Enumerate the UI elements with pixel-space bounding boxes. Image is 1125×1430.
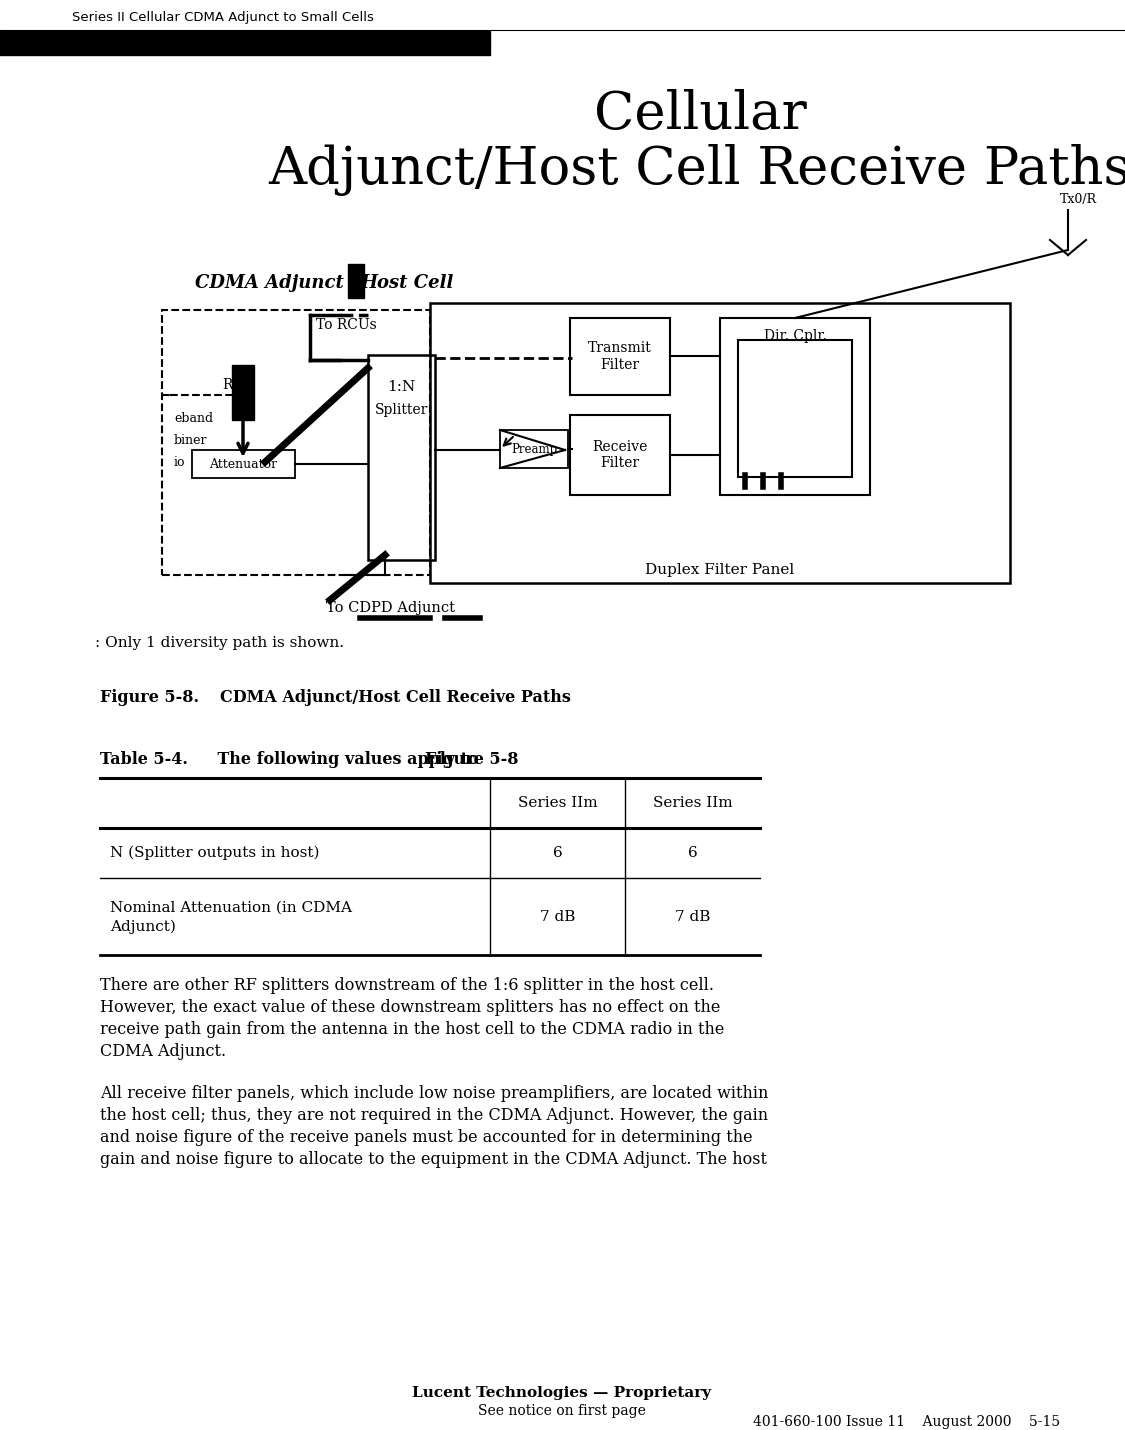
Bar (570, 415, 670, 495)
Bar (570, 317, 670, 395)
Text: Splitter: Splitter (375, 403, 429, 418)
Text: 7 dB: 7 dB (540, 909, 575, 924)
Text: CDMA Adjunct/Host Cell Receive Paths: CDMA Adjunct/Host Cell Receive Paths (220, 689, 570, 706)
Text: gain and noise figure to allocate to the equipment in the CDMA Adjunct. The host: gain and noise figure to allocate to the… (100, 1151, 767, 1167)
Text: N (Splitter outputs in host): N (Splitter outputs in host) (110, 845, 320, 861)
Text: There are other RF splitters downstream of the 1:6 splitter in the host cell.: There are other RF splitters downstream … (100, 977, 714, 994)
Text: io: io (174, 456, 186, 469)
Text: Dir. Cplr.: Dir. Cplr. (764, 329, 827, 343)
Text: The following values apply to: The following values apply to (195, 752, 484, 768)
Bar (348, 265, 364, 297)
Text: eband: eband (174, 412, 213, 425)
Bar (500, 430, 568, 468)
Text: 6: 6 (552, 847, 562, 859)
Text: Cellular: Cellular (594, 90, 807, 140)
Text: Receive
Filter: Receive Filter (593, 440, 648, 470)
Bar (368, 355, 435, 561)
Text: All receive filter panels, which include low noise preamplifiers, are located wi: All receive filter panels, which include… (100, 1084, 768, 1101)
Text: CDMA Adjunct: CDMA Adjunct (195, 275, 344, 292)
Text: receive path gain from the antenna in the host cell to the CDMA radio in the: receive path gain from the antenna in th… (100, 1021, 724, 1038)
Text: Host Cell: Host Cell (360, 275, 453, 292)
Text: See notice on first page: See notice on first page (478, 1404, 646, 1419)
Text: Transmit
Filter: Transmit Filter (588, 342, 651, 372)
Text: Tx0/R: Tx0/R (1060, 193, 1097, 206)
Bar (192, 450, 295, 478)
Text: 6: 6 (687, 847, 698, 859)
Text: Figure 5-8.: Figure 5-8. (100, 689, 199, 706)
Text: Series II Cellular CDMA Adjunct to Small Cells: Series II Cellular CDMA Adjunct to Small… (72, 11, 374, 24)
Bar (232, 365, 254, 420)
Text: Rx0: Rx0 (222, 378, 249, 392)
Text: Duplex Filter Panel: Duplex Filter Panel (646, 563, 794, 576)
Text: Preamp: Preamp (511, 442, 557, 456)
Text: and noise figure of the receive panels must be accounted for in determining the: and noise figure of the receive panels m… (100, 1128, 753, 1145)
Text: Series IIm: Series IIm (518, 797, 597, 809)
Bar (720, 317, 870, 495)
Text: To RCUs: To RCUs (316, 317, 377, 332)
Text: Series IIm: Series IIm (652, 797, 732, 809)
Text: : Only 1 diversity path is shown.: : Only 1 diversity path is shown. (94, 636, 344, 651)
Text: the host cell; thus, they are not required in the CDMA Adjunct. However, the gai: the host cell; thus, they are not requir… (100, 1107, 768, 1124)
Text: biner: biner (174, 433, 207, 446)
Text: Lucent Technologies — Proprietary: Lucent Technologies — Proprietary (413, 1386, 712, 1400)
Text: To CDPD Adjunct: To CDPD Adjunct (325, 601, 455, 615)
Text: Table 5-4.: Table 5-4. (100, 752, 188, 768)
Text: Adjunct/Host Cell Receive Paths: Adjunct/Host Cell Receive Paths (269, 144, 1125, 196)
Text: 401-660-100 Issue 11    August 2000    5-15: 401-660-100 Issue 11 August 2000 5-15 (753, 1416, 1060, 1429)
Bar (738, 340, 852, 478)
Text: 1:N: 1:N (387, 380, 415, 395)
Bar (430, 303, 1010, 583)
Text: However, the exact value of these downstream splitters has no effect on the: However, the exact value of these downst… (100, 998, 720, 1015)
Text: 7 dB: 7 dB (675, 909, 710, 924)
Text: Adjunct): Adjunct) (110, 919, 176, 934)
Bar (0, 31, 490, 54)
Text: CDMA Adjunct.: CDMA Adjunct. (100, 1042, 226, 1060)
Text: Nominal Attenuation (in CDMA: Nominal Attenuation (in CDMA (110, 901, 352, 915)
Bar (162, 310, 430, 575)
Text: Attenuator: Attenuator (209, 458, 278, 470)
Text: Figure 5-8: Figure 5-8 (425, 752, 519, 768)
